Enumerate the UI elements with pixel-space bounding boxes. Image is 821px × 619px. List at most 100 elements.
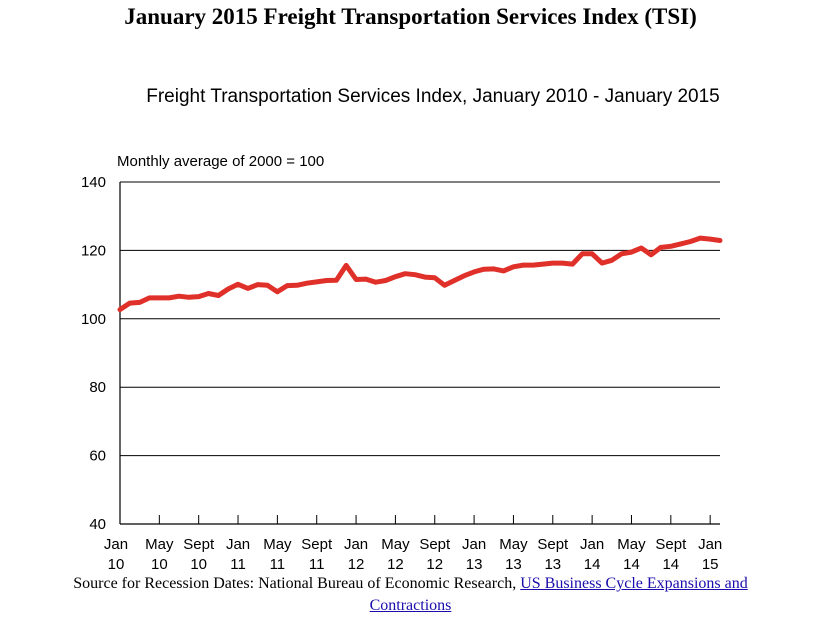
x-tick-label-year: 11 bbox=[270, 556, 286, 573]
axes bbox=[119, 182, 720, 525]
x-tick-label-month: Jan bbox=[580, 536, 604, 553]
data-point bbox=[344, 263, 349, 268]
data-point bbox=[442, 283, 447, 288]
x-tick-label-month: May bbox=[145, 536, 174, 553]
series-line bbox=[117, 235, 723, 313]
data-point bbox=[147, 295, 152, 301]
x-tick-label-month: May bbox=[263, 536, 292, 553]
x-tick-label-month: Sept bbox=[419, 536, 451, 553]
source-link-part-2: Contractions bbox=[369, 597, 452, 614]
data-point bbox=[225, 286, 231, 292]
data-point bbox=[521, 262, 526, 268]
x-tick-label-month: Jan bbox=[462, 536, 486, 553]
data-point bbox=[353, 277, 359, 282]
x-tick-label-year: 12 bbox=[426, 556, 443, 573]
x-tick-label-year: 14 bbox=[623, 556, 640, 573]
x-tick-label-year: 10 bbox=[151, 556, 168, 573]
data-point bbox=[491, 266, 496, 272]
data-point bbox=[678, 241, 683, 247]
data-point bbox=[462, 273, 467, 278]
data-point bbox=[658, 245, 664, 250]
data-point bbox=[324, 278, 329, 283]
data-point bbox=[648, 252, 654, 258]
y-tick-label: 40 bbox=[89, 516, 106, 533]
data-point bbox=[481, 267, 487, 272]
data-point bbox=[393, 274, 398, 279]
data-point bbox=[629, 249, 634, 255]
data-point bbox=[373, 280, 378, 285]
data-point bbox=[383, 278, 388, 283]
data-point bbox=[216, 293, 221, 298]
unit-label: Monthly average of 2000 = 100 bbox=[117, 153, 324, 170]
x-tick-label-month: Sept bbox=[183, 536, 215, 553]
data-point bbox=[363, 276, 369, 282]
data-point bbox=[285, 283, 290, 288]
data-point bbox=[511, 264, 516, 270]
x-tick-label-year: 12 bbox=[348, 556, 365, 573]
data-point bbox=[639, 245, 644, 251]
x-tick-label-year: 14 bbox=[584, 556, 601, 573]
data-point bbox=[668, 244, 674, 249]
data-point bbox=[698, 235, 703, 241]
data-point bbox=[540, 261, 546, 267]
data-point bbox=[412, 272, 418, 277]
data-point bbox=[265, 283, 270, 288]
data-point bbox=[452, 278, 457, 283]
x-tick-label-month: Jan bbox=[344, 536, 368, 553]
x-tick-label-year: 15 bbox=[702, 556, 719, 573]
data-point bbox=[245, 286, 251, 291]
x-tick-label-year: 11 bbox=[309, 556, 325, 573]
x-tick-label-month: May bbox=[617, 536, 646, 553]
data-point bbox=[550, 260, 555, 266]
source-note: Source for Recession Dates: National Bur… bbox=[0, 573, 821, 617]
data-point bbox=[580, 251, 585, 257]
series bbox=[117, 235, 723, 313]
x-tick-label-month: May bbox=[381, 536, 410, 553]
data-point bbox=[403, 271, 408, 276]
x-tick-label-month: Sept bbox=[537, 536, 569, 553]
x-tick-label-month: Jan bbox=[226, 536, 250, 553]
x-tick-label-year: 10 bbox=[190, 556, 207, 573]
data-point bbox=[137, 300, 142, 305]
x-tick-label-year: 13 bbox=[505, 556, 522, 573]
data-point bbox=[255, 282, 260, 287]
source-link[interactable]: US Business Cycle Expansions and Contract… bbox=[370, 575, 748, 614]
x-tick-label-year: 12 bbox=[387, 556, 404, 573]
x-tick-label-month: Jan bbox=[698, 536, 722, 553]
x-tick-label-year: 10 bbox=[108, 556, 125, 573]
source-link-part-1: US Business Cycle Expansions and bbox=[520, 575, 748, 592]
data-point bbox=[609, 258, 615, 263]
data-point bbox=[314, 279, 319, 285]
data-point bbox=[334, 277, 339, 283]
y-tick-label: 120 bbox=[81, 242, 106, 259]
data-point bbox=[432, 275, 437, 280]
data-point bbox=[599, 260, 605, 266]
data-point bbox=[166, 295, 172, 301]
data-point bbox=[176, 294, 182, 299]
data-point bbox=[196, 294, 201, 299]
data-point bbox=[275, 289, 280, 294]
y-tick-label: 140 bbox=[81, 174, 106, 191]
gridlines bbox=[120, 181, 720, 457]
source-text: Source for Recession Dates: National Bur… bbox=[73, 575, 517, 592]
data-point bbox=[570, 261, 575, 267]
x-tick-labels: Jan 10 May 10 Sept 10 Jan 11 May 11 Sept 11 Jan 12 May… bbox=[104, 536, 722, 573]
data-point bbox=[206, 291, 211, 296]
data-point bbox=[294, 283, 300, 288]
y-tick-label: 100 bbox=[81, 311, 106, 328]
data-point bbox=[717, 238, 723, 243]
y-tick-label: 80 bbox=[89, 379, 106, 396]
data-point bbox=[235, 282, 241, 287]
x-tick-label-year: 11 bbox=[230, 556, 246, 573]
data-point bbox=[127, 300, 133, 306]
x-tick-label-month: Sept bbox=[655, 536, 687, 553]
chart-title: Freight Transportation Services Index, J… bbox=[146, 86, 720, 107]
data-point bbox=[560, 260, 565, 266]
page-title: January 2015 Freight Transportation Serv… bbox=[124, 4, 697, 29]
data-point bbox=[157, 295, 162, 301]
data-point bbox=[589, 251, 595, 257]
x-tick-label-month: Sept bbox=[301, 536, 333, 553]
data-point bbox=[688, 239, 693, 244]
x-tick-label-year: 13 bbox=[466, 556, 483, 573]
